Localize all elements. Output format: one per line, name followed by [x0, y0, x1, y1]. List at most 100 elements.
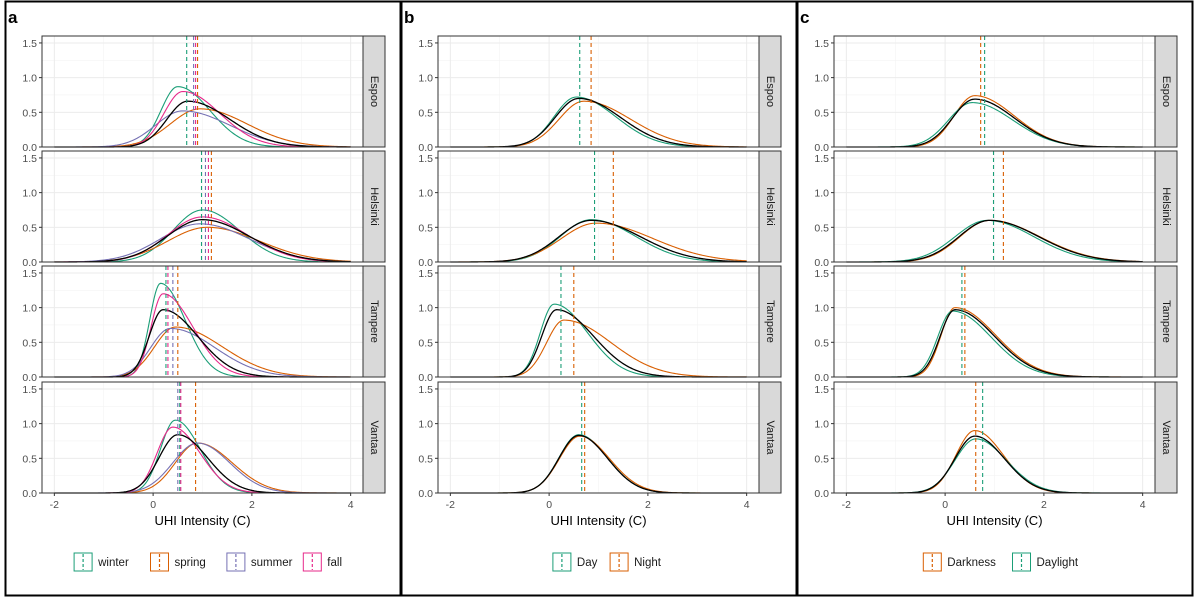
facet-strip-label: Tampere [1160, 300, 1172, 343]
x-tick-label: 0 [942, 499, 948, 511]
y-tick-label: 1.0 [418, 419, 433, 431]
y-tick-label: 1.5 [22, 268, 37, 280]
facet-strip [362, 35, 386, 148]
legend-label: Darkness [947, 557, 996, 569]
y-tick-label: 1.5 [814, 153, 829, 165]
facet-strip [362, 150, 386, 263]
panel-b: bEspoo0.00.51.01.5Helsinki0.00.51.01.5Ta… [404, 8, 782, 572]
x-tick-label: 2 [1041, 499, 1047, 511]
panel-c: cEspoo0.00.51.01.5Helsinki0.00.51.01.5Ta… [800, 8, 1178, 572]
y-tick-label: 0.5 [22, 453, 37, 465]
facet-strip-label: Tampere [764, 300, 776, 343]
y-tick-label: 1.5 [22, 153, 37, 165]
y-tick-label: 1.5 [814, 268, 829, 280]
legend: winter spring summer fall [73, 552, 342, 572]
y-tick-label: 0.5 [418, 453, 433, 465]
facet-strip [362, 381, 386, 494]
y-tick-label: 0.5 [814, 107, 829, 119]
facet-strip [1154, 150, 1178, 263]
facet-tampere: Tampere 0.0 0.5 1.0 1.5 [814, 265, 1178, 384]
facet-helsinki: Helsinki 0.0 0.5 1.0 1.5 [22, 150, 386, 269]
y-tick-label: 0.0 [418, 488, 433, 500]
x-axis-title: UHI Intensity (C) [550, 513, 646, 528]
legend: Darkness Daylight [922, 552, 1079, 572]
panel-label: a [8, 8, 18, 27]
y-tick-label: 0.0 [22, 372, 37, 384]
y-tick-label: 0.5 [418, 222, 433, 234]
y-tick-label: 0.5 [418, 107, 433, 119]
y-tick-label: 0.5 [814, 222, 829, 234]
facet-strip-label: Helsinki [368, 187, 380, 226]
y-tick-label: 0.5 [22, 107, 37, 119]
facet-espoo: Espoo 0.0 0.5 1.0 1.5 [814, 35, 1178, 154]
legend-label: spring [175, 557, 206, 569]
facet-strip [758, 35, 782, 148]
x-tick-label: 4 [348, 499, 354, 511]
y-tick-label: 1.5 [418, 268, 433, 280]
facet-vantaa: Vantaa 0.0 0.5 1.0 1.5 -2 0 2 4 [814, 381, 1178, 511]
y-tick-label: 1.5 [418, 38, 433, 50]
facet-strip [758, 381, 782, 494]
facet-tampere: Tampere 0.0 0.5 1.0 1.5 [418, 265, 782, 384]
facet-strip-label: Espoo [368, 76, 380, 107]
y-tick-label: 1.0 [22, 188, 37, 200]
y-tick-label: 1.0 [418, 303, 433, 315]
facet-strip-label: Vantaa [368, 420, 380, 455]
facet-strip-label: Vantaa [764, 420, 776, 455]
facet-tampere: Tampere 0.0 0.5 1.0 1.5 [22, 265, 386, 384]
facet-helsinki: Helsinki 0.0 0.5 1.0 1.5 [814, 150, 1178, 269]
y-tick-label: 0.0 [814, 372, 829, 384]
y-tick-label: 1.0 [814, 303, 829, 315]
panel-label: c [800, 8, 809, 27]
density-line-overall [450, 219, 747, 263]
legend-label: Night [634, 557, 662, 569]
facet-espoo: Espoo 0.0 0.5 1.0 1.5 [418, 35, 782, 154]
y-tick-label: 1.0 [418, 73, 433, 85]
x-tick-label: 0 [546, 499, 552, 511]
panel-label: b [404, 8, 414, 27]
y-tick-label: 1.5 [418, 384, 433, 396]
x-tick-label: -2 [446, 499, 455, 511]
y-tick-label: 0.5 [814, 337, 829, 349]
panel-border-c [796, 0, 1194, 597]
facet-espoo: Espoo 0.0 0.5 1.0 1.5 [22, 35, 386, 154]
x-axis-title: UHI Intensity (C) [946, 513, 1042, 528]
y-tick-label: 0.5 [418, 337, 433, 349]
y-tick-label: 1.5 [418, 153, 433, 165]
y-tick-label: 0.5 [814, 453, 829, 465]
x-tick-label: -2 [50, 499, 59, 511]
panel-a: aEspoo0.00.51.01.5Helsinki0.00.51.01.5Ta… [8, 8, 386, 572]
legend-label: summer [251, 557, 293, 569]
facet-strip-label: Espoo [764, 76, 776, 107]
y-tick-label: 0.0 [418, 372, 433, 384]
legend-label: winter [97, 557, 129, 569]
legend: Day Night [552, 552, 662, 572]
facet-vantaa: Vantaa 0.0 0.5 1.0 1.5 -2 0 2 4 [22, 381, 386, 511]
y-tick-label: 1.0 [22, 303, 37, 315]
y-tick-label: 1.5 [22, 38, 37, 50]
y-tick-label: 0.5 [22, 337, 37, 349]
y-tick-label: 1.0 [22, 419, 37, 431]
y-tick-label: 1.5 [22, 384, 37, 396]
y-tick-label: 1.0 [814, 419, 829, 431]
y-tick-label: 0.0 [814, 257, 829, 269]
facet-strip [1154, 381, 1178, 494]
x-tick-label: 4 [744, 499, 750, 511]
y-tick-label: 1.5 [814, 38, 829, 50]
facet-strip-label: Helsinki [764, 187, 776, 226]
y-tick-label: 0.0 [418, 142, 433, 154]
x-axis-title: UHI Intensity (C) [154, 513, 250, 528]
y-tick-label: 0.0 [814, 142, 829, 154]
y-tick-label: 1.0 [22, 73, 37, 85]
y-tick-label: 0.0 [22, 257, 37, 269]
legend-label: Daylight [1037, 557, 1079, 569]
y-tick-label: 0.0 [418, 257, 433, 269]
facet-strip-label: Vantaa [1160, 420, 1172, 455]
x-tick-label: 2 [249, 499, 255, 511]
y-tick-label: 1.0 [814, 188, 829, 200]
y-tick-label: 1.0 [814, 73, 829, 85]
x-tick-label: 0 [150, 499, 156, 511]
facet-strip [758, 150, 782, 263]
